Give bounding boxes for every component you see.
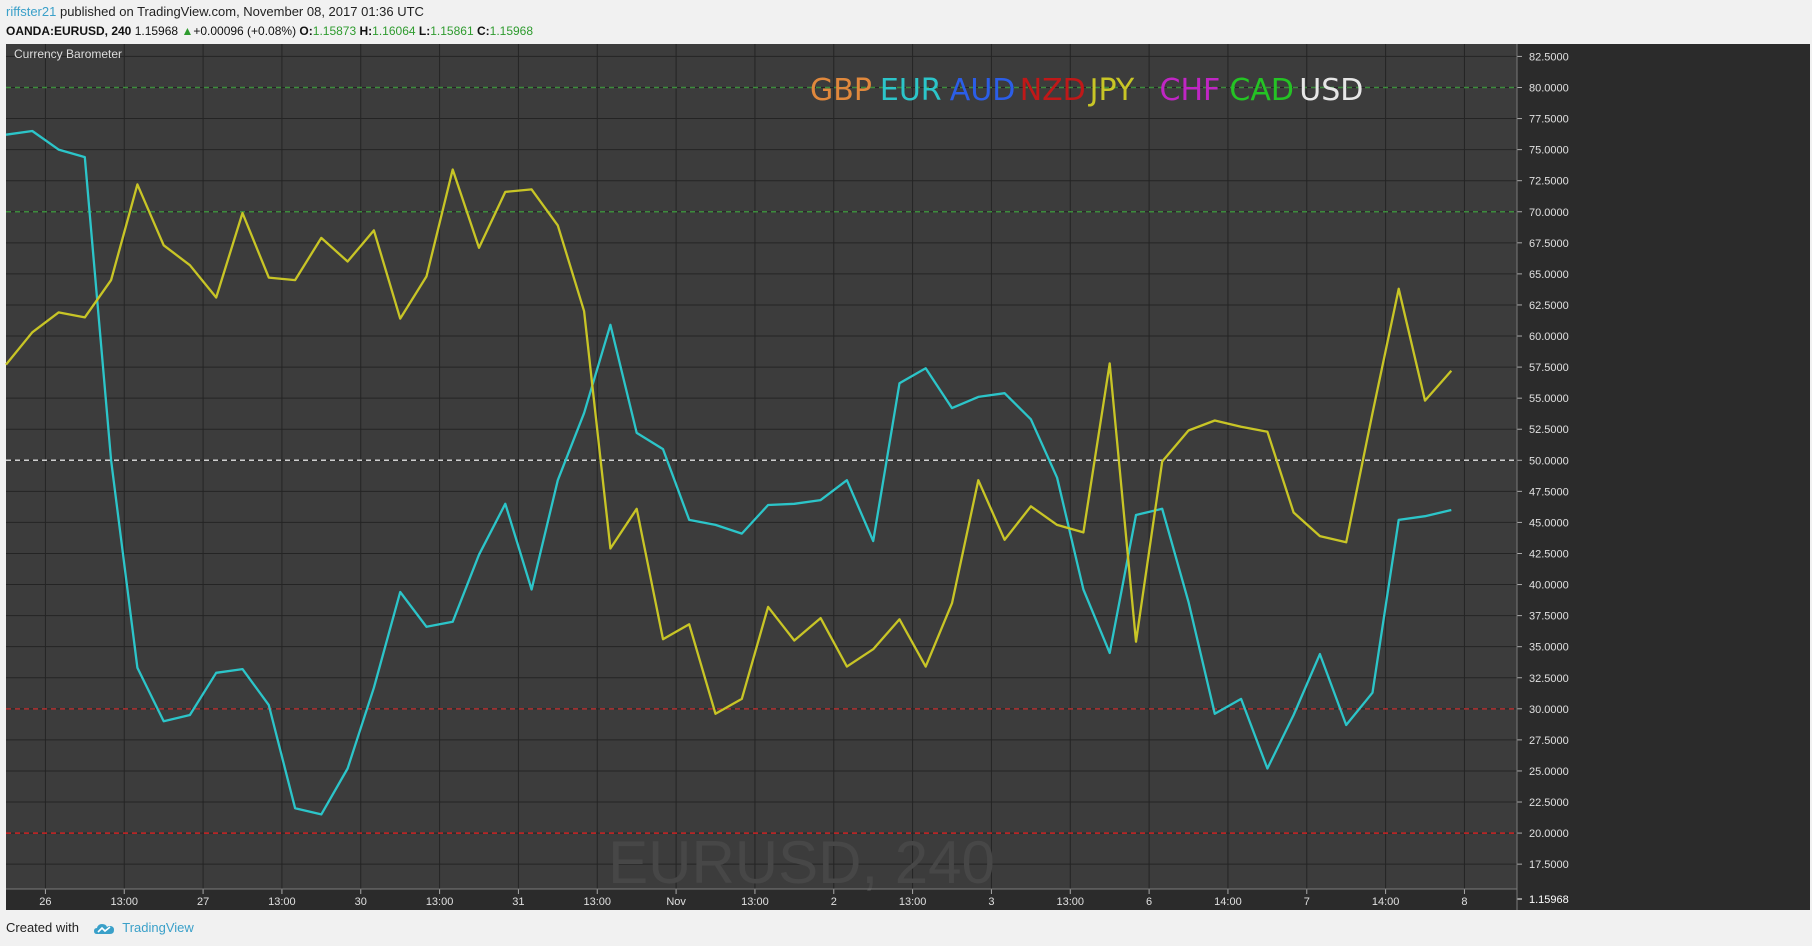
y-tick-label: 17.5000	[1529, 859, 1569, 871]
y-tick-label: 75.0000	[1529, 145, 1569, 157]
close-value: 1.15968	[489, 24, 534, 38]
legend-chf: CHF	[1160, 73, 1221, 108]
y-tick-label: 22.5000	[1529, 797, 1569, 809]
published-text: published on TradingView.com, November 0…	[59, 4, 424, 19]
x-tick-label: 13:00	[1057, 896, 1085, 908]
indicator-label: Currency Barometer	[14, 47, 122, 61]
legend-cad: CAD	[1229, 73, 1294, 108]
legend-gbp: GBP	[810, 73, 872, 108]
legend-eur: EUR	[880, 73, 942, 108]
y-tick-label: 50.0000	[1529, 455, 1569, 467]
low-label: L:	[418, 24, 431, 38]
last-price: 1.15968	[134, 24, 179, 38]
x-tick-label: 3	[988, 896, 994, 908]
currency-barometer-chart[interactable]: 82.5000 80.0000 77.5000 75.0000 72.5000 70.00…	[0, 42, 1812, 912]
publish-info: riffster21 published on TradingView.com,…	[6, 2, 1806, 22]
chart-header: riffster21 published on TradingView.com,…	[6, 2, 1806, 40]
x-tick-label: 13:00	[268, 896, 296, 908]
up-arrow-icon: ▲	[181, 24, 194, 38]
low-value: 1.15861	[430, 24, 474, 38]
y-tick-label: 67.5000	[1529, 238, 1569, 250]
x-tick-label: 26	[39, 896, 51, 908]
y-tick-label: 52.5000	[1529, 424, 1569, 436]
y-tick-label: 82.5000	[1529, 51, 1569, 63]
x-tick-label: 13:00	[741, 896, 769, 908]
x-tick-label: 13:00	[899, 896, 927, 908]
chart-watermark: EURUSD, 240	[608, 829, 995, 896]
x-tick-label: 14:00	[1214, 896, 1242, 908]
x-tick-label: 30	[355, 896, 367, 908]
y-tick-label: 45.0000	[1529, 517, 1569, 529]
price-marker-label: 1.15968	[1529, 894, 1569, 906]
x-tick-label: 2	[831, 896, 837, 908]
x-tick-label: 27	[197, 896, 209, 908]
x-tick-label: 8	[1461, 896, 1467, 908]
price-axis	[1517, 44, 1810, 910]
y-tick-label: 30.0000	[1529, 704, 1569, 716]
y-tick-label: 77.5000	[1529, 114, 1569, 126]
author-link[interactable]: riffster21	[6, 4, 57, 19]
y-tick-label: 72.5000	[1529, 176, 1569, 188]
open-label: O:	[299, 24, 313, 38]
y-tick-label: 27.5000	[1529, 735, 1569, 747]
y-tick-label: 62.5000	[1529, 300, 1569, 312]
tradingview-link[interactable]: TradingView	[122, 920, 194, 935]
y-tick-label: 42.5000	[1529, 548, 1569, 560]
y-tick-label: 35.0000	[1529, 642, 1569, 654]
x-tick-label: 13:00	[426, 896, 454, 908]
y-tick-label: 80.0000	[1529, 82, 1569, 94]
y-tick-label: 47.5000	[1529, 486, 1569, 498]
footer: Created with TradingView	[6, 918, 194, 938]
x-tick-label: 6	[1146, 896, 1152, 908]
y-tick-label: 65.0000	[1529, 269, 1569, 281]
series-line-jpy	[5, 168, 1453, 715]
plot-area	[6, 44, 1517, 889]
y-tick-label: 57.5000	[1529, 362, 1569, 374]
high-value: 1.16064	[372, 24, 416, 38]
price-change: +0.00096 (+0.08%)	[193, 24, 297, 38]
y-tick-label: 70.0000	[1529, 207, 1569, 219]
legend-aud: AUD	[950, 73, 1016, 108]
legend-jpy: JPY	[1088, 73, 1135, 108]
y-tick-label: 32.5000	[1529, 673, 1569, 685]
y-tick-label: 37.5000	[1529, 611, 1569, 623]
x-tick-label: 13:00	[110, 896, 138, 908]
legend-usd: USD	[1299, 73, 1363, 108]
x-tick-label: 13:00	[583, 896, 611, 908]
x-tick-label: 31	[512, 896, 524, 908]
y-tick-label: 40.0000	[1529, 580, 1569, 592]
legend-nzd: NZD	[1020, 73, 1086, 108]
x-tick-label: 7	[1304, 896, 1310, 908]
x-tick-label: 14:00	[1372, 896, 1400, 908]
symbol-info: OANDA:EURUSD, 240 1.15968 ▲+0.00096 (+0.…	[6, 22, 1806, 40]
symbol-label: OANDA:EURUSD, 240	[6, 24, 132, 38]
time-axis	[6, 889, 1517, 910]
open-value: 1.15873	[312, 24, 357, 38]
series-line-eur	[5, 129, 1452, 816]
y-tick-label: 55.0000	[1529, 393, 1569, 405]
x-tick-label: Nov	[666, 896, 686, 908]
high-label: H:	[359, 24, 373, 38]
y-tick-label: 25.0000	[1529, 766, 1569, 778]
created-with-text: Created with	[6, 920, 79, 935]
close-label: C:	[476, 24, 490, 38]
y-tick-label: 20.0000	[1529, 828, 1569, 840]
tradingview-cloud-icon	[93, 923, 114, 934]
y-tick-label: 60.0000	[1529, 331, 1569, 343]
